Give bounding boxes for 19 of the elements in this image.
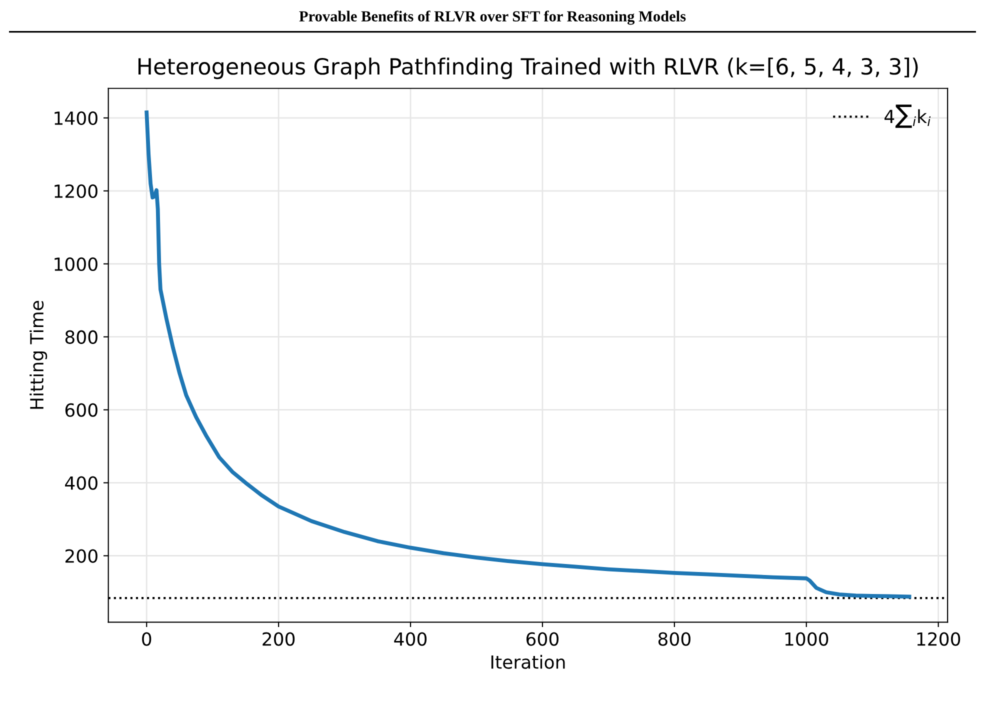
- x-tick-label: 1000: [785, 632, 828, 646]
- y-tick-label: 200: [65, 549, 98, 563]
- legend-label: 4∑$_{i}$k$_{i}$: [884, 104, 931, 128]
- text: Provable Benefits of RLVR over SFT for Reasoning Models: [299, 10, 686, 25]
- y-tick-label: 800: [65, 330, 98, 344]
- x-axis-title: Iteration: [491, 654, 565, 669]
- x-tick-label: 800: [658, 632, 690, 646]
- chart-title: Heterogeneous Graph Pathfinding Trained with RLVR (k=[6, 5, 4, 3, 3]): [138, 58, 918, 80]
- y-tick-label: 600: [65, 403, 98, 417]
- y-axis-title: Hitting Time: [30, 300, 48, 409]
- x-tick-label: 200: [262, 632, 295, 646]
- y-tick-label: 400: [65, 476, 98, 490]
- y-tick-label: 1200: [54, 184, 98, 198]
- y-tick-label: 1400: [54, 111, 98, 126]
- x-tick-label: 400: [394, 632, 427, 646]
- x-tick-label: 1200: [917, 632, 960, 646]
- y-tick-label: 1000: [54, 257, 98, 271]
- x-tick-label: 600: [526, 632, 559, 646]
- x-tick-label: 0: [142, 632, 152, 646]
